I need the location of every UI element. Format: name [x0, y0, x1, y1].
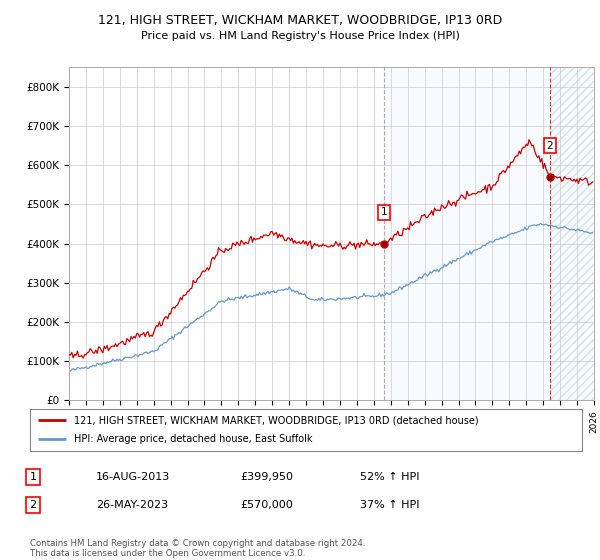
Text: 2: 2 [547, 141, 553, 151]
Text: 26-MAY-2023: 26-MAY-2023 [96, 500, 168, 510]
Bar [385, 67, 594, 400]
Text: 16-AUG-2013: 16-AUG-2013 [96, 472, 170, 482]
Text: 121, HIGH STREET, WICKHAM MARKET, WOODBRIDGE, IP13 0RD (detached house): 121, HIGH STREET, WICKHAM MARKET, WOODBR… [74, 415, 479, 425]
Text: 52% ↑ HPI: 52% ↑ HPI [360, 472, 419, 482]
Text: 121, HIGH STREET, WICKHAM MARKET, WOODBRIDGE, IP13 0RD: 121, HIGH STREET, WICKHAM MARKET, WOODBR… [98, 14, 502, 27]
Bar [550, 67, 594, 400]
Text: Contains HM Land Registry data © Crown copyright and database right 2024.
This d: Contains HM Land Registry data © Crown c… [30, 539, 365, 558]
Text: Price paid vs. HM Land Registry's House Price Index (HPI): Price paid vs. HM Land Registry's House … [140, 31, 460, 41]
Text: £399,950: £399,950 [240, 472, 293, 482]
Text: 37% ↑ HPI: 37% ↑ HPI [360, 500, 419, 510]
Bar [550, 67, 594, 400]
Text: 2: 2 [29, 500, 37, 510]
Text: 1: 1 [381, 207, 388, 217]
Text: HPI: Average price, detached house, East Suffolk: HPI: Average price, detached house, East… [74, 435, 313, 445]
Text: 1: 1 [29, 472, 37, 482]
Text: £570,000: £570,000 [240, 500, 293, 510]
